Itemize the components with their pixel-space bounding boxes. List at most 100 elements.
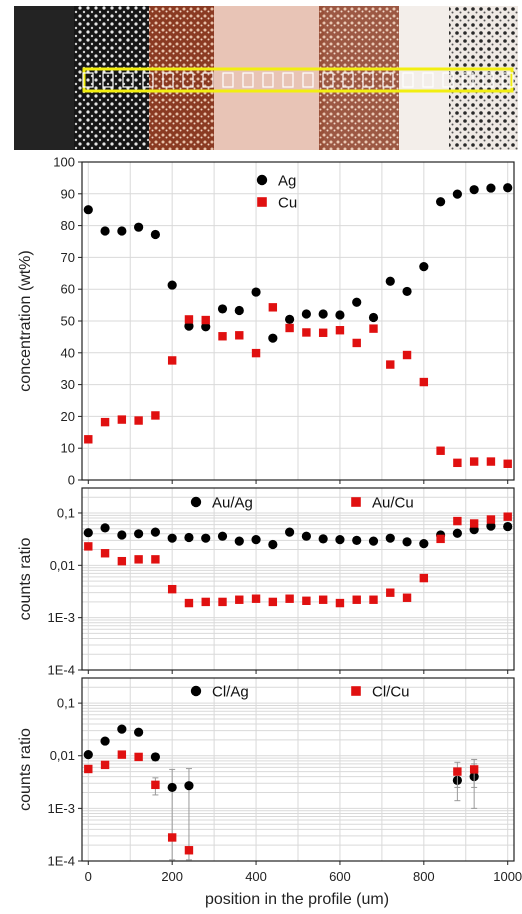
data-point-cu [251,348,261,358]
data-point-ag [452,189,462,199]
x-tick-label: 800 [413,869,435,884]
data-point-au-cu [167,584,177,594]
legend-marker [257,197,267,207]
data-point-au-cu [352,595,361,604]
probe-spot [302,72,314,88]
y-tick-label: 0,1 [57,696,75,711]
data-point-au-ag [486,521,496,531]
data-point-cu [84,435,93,444]
data-point-ag [100,226,110,236]
data-point-au-ag [251,534,261,545]
data-point-au-cu [117,556,127,566]
data-point-cl-ag [134,727,144,737]
y-axis-title: counts ratio [17,538,34,621]
data-point-au-ag [452,528,462,538]
y-tick-label: 0 [68,473,75,488]
data-point-cu [100,417,110,427]
data-point-cl-ag [100,736,110,746]
data-point-ag [385,276,395,286]
data-point-cu [285,323,294,333]
legend-marker [256,174,268,186]
chart-figure: 0 10 20 30 40 50 60 70 80 90 100 concentration (wt%… [17,155,522,909]
data-point-au-ag [167,533,177,543]
data-point-cu [218,332,227,341]
au-ratio-panel: 0,1 0,01 1E-3 1E-4 counts ratio Au/Ag Au/Cu [17,487,515,678]
data-point-au-ag [234,536,244,546]
data-point-cu [167,356,177,365]
data-point-cu [436,446,445,455]
legend-marker [190,496,202,508]
probe-spot [222,72,234,88]
data-point-au-cu [151,555,160,564]
data-point-cu [453,458,462,468]
data-point-cu [134,416,143,425]
data-point-cl-ag [167,782,177,793]
data-point-cu [117,415,127,424]
probe-spot [262,72,274,88]
data-point-au-cu [469,519,479,528]
data-point-au-ag [402,537,412,547]
micrograph-image [14,6,518,150]
data-point-cu [503,459,512,468]
legend-marker [351,686,361,696]
y-tick-label: 0,1 [57,505,75,520]
probe-spot [142,72,154,88]
data-point-au-ag [268,539,278,550]
data-point-cu [268,303,278,312]
data-point-ag [318,309,328,319]
data-point-cl-ag [117,724,127,734]
data-point-au-cu [436,534,445,544]
data-point-au-ag [385,533,395,543]
data-point-cu [201,315,210,325]
y-tick-label: 70 [61,250,75,265]
data-point-au-ag [285,527,295,537]
data-point-ag [419,262,429,272]
data-point-au-cu [335,598,345,608]
data-point-ag [335,310,345,320]
data-point-ag [301,309,311,319]
data-point-ag [201,322,211,332]
data-point-au-cu [84,542,93,551]
probe-spot [82,72,94,88]
data-point-ag [268,333,278,343]
data-point-au-cu [184,598,194,608]
probe-spot [322,72,334,88]
x-tick-label: 1000 [493,869,522,884]
data-point-cu [352,338,361,348]
data-point-cl-cu [453,767,462,776]
data-point-ag [134,222,144,232]
data-point-cu [486,457,496,466]
data-point-au-ag [201,533,211,543]
plot-frame [81,677,515,862]
data-point-cl-cu [151,780,160,790]
data-point-cl-cu [84,764,93,774]
data-point-ag [285,314,295,325]
data-point-ag [167,280,177,290]
y-tick-label: 1E-4 [48,854,75,869]
legend-label: Cl/Cu [372,684,410,701]
concentration-panel: 0 10 20 30 40 50 60 70 80 90 100 concentration (wt%… [17,155,515,488]
x-tick-label: 400 [245,869,267,884]
y-axis-title: counts ratio [17,728,34,811]
data-point-au-ag [134,529,144,539]
x-tick-label: 200 [161,869,183,884]
data-point-cl-ag [150,752,160,762]
cl-ratio-panel: 0,1 0,01 1E-3 1E-4 0 200 400 600 800 1000 counts r… [17,677,522,884]
data-point-au-cu [268,597,278,607]
probe-spot [502,72,514,88]
data-point-cu [402,350,412,360]
probe-spot [422,72,434,88]
data-point-cl-cu [117,750,127,759]
probe-spot [362,72,374,88]
legend-label: Cu [278,195,297,212]
data-point-ag [251,287,261,297]
data-point-ag [469,185,479,195]
data-point-au-cu [201,597,210,607]
x-tick-label: 600 [329,869,351,884]
data-point-cu [335,326,345,335]
y-tick-label: 0,01 [50,558,75,573]
data-point-cu [386,360,395,369]
legend-label: Au/Cu [372,495,414,512]
probe-spot [462,72,474,88]
data-point-cu [302,328,311,337]
